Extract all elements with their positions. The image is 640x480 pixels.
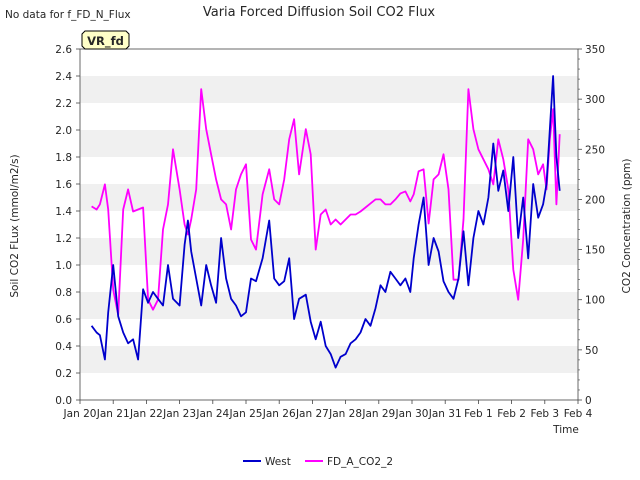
y2-tick-label: 300 (585, 94, 605, 106)
no-data-note: No data for f_FD_N_Flux (5, 9, 131, 21)
x-tick-label: Feb 2 (497, 408, 526, 420)
y-tick-label: 0.8 (55, 287, 72, 299)
x-tick-label: Jan 25 (229, 408, 263, 420)
x-tick-label: Jan 30 (395, 408, 429, 420)
y-tick-label: 0.2 (55, 368, 72, 380)
plot-area-frame (79, 48, 579, 401)
x-tick-label: Feb 3 (530, 408, 559, 420)
y2-axis-label: CO2 Concentration (ppm) (621, 159, 633, 294)
vr-fd-badge: VR_fd (81, 30, 130, 50)
grid-band (80, 76, 578, 103)
y-tick-label: 2.2 (55, 98, 72, 110)
grid-band (80, 238, 578, 265)
y-tick-label: 1.0 (55, 260, 72, 272)
x-tick-label: Jan 24 (195, 408, 229, 420)
x-tick-label: Feb 4 (564, 408, 593, 420)
x-tick-label: Jan 23 (162, 408, 196, 420)
x-tick-label: Jan 31 (428, 408, 462, 420)
y-tick-label: 1.6 (55, 179, 72, 191)
x-tick-label: Jan 21 (96, 408, 130, 420)
x-tick-label: Jan 26 (262, 408, 296, 420)
y-tick-label: 0.0 (55, 395, 72, 407)
y-tick-label: 2.0 (55, 125, 72, 137)
y2-tick-label: 100 (585, 295, 605, 307)
x-tick-label: Jan 20 (63, 408, 97, 420)
y2-tick-label: 0 (585, 395, 592, 407)
y-tick-label: 1.8 (55, 152, 72, 164)
y-tick-label: 0.4 (55, 341, 72, 353)
x-tick-label: Jan 29 (361, 408, 395, 420)
left-axis-ticks: 0.0 0.2 0.4 0.6 0.8 1.0 1.2 1.4 1.6 1.8 2.0 2.2 2.4 2… (55, 44, 80, 407)
grid-band (80, 130, 578, 157)
y2-tick-label: 250 (585, 144, 605, 156)
x-tick-label: Jan 22 (129, 408, 163, 420)
badge-label: VR_fd (87, 34, 124, 49)
y-tick-label: 2.6 (55, 44, 72, 56)
y-tick-label: 2.4 (55, 71, 72, 83)
x-axis-label: Time (552, 424, 579, 436)
x-tick-label: Feb 1 (464, 408, 493, 420)
chart-title: Varia Forced Diffusion Soil CO2 Flux (203, 5, 436, 20)
y2-tick-label: 350 (585, 44, 605, 56)
series-layer (90, 75, 561, 369)
series-line-fd-a-co2-2 (91, 88, 561, 316)
y-tick-label: 1.4 (55, 206, 72, 218)
x-tick-label: Jan 28 (328, 408, 362, 420)
legend: West FD_A_CO2_2 (243, 456, 393, 468)
x-tick-label: Jan 27 (295, 408, 329, 420)
legend-label-fd-a-co2-2: FD_A_CO2_2 (327, 456, 393, 468)
y2-tick-label: 50 (585, 345, 598, 357)
x-axis-ticks: Jan 20 Jan 21 Jan 22 Jan 23 Jan 24 Jan 25 Jan … (63, 400, 593, 420)
grid-band (80, 184, 578, 211)
y2-tick-label: 200 (585, 194, 605, 206)
legend-label-west: West (265, 456, 291, 468)
series-line-west (90, 75, 561, 369)
y-tick-label: 0.6 (55, 314, 72, 326)
y-axis-label: Soil CO2 FLux (mmol/m2/s) (9, 154, 21, 297)
grid-bands (80, 76, 578, 373)
y2-tick-label: 150 (585, 245, 605, 257)
right-axis-ticks: 0 50 100 150 200 250 300 350 (578, 44, 605, 407)
y-tick-label: 1.2 (55, 233, 72, 245)
